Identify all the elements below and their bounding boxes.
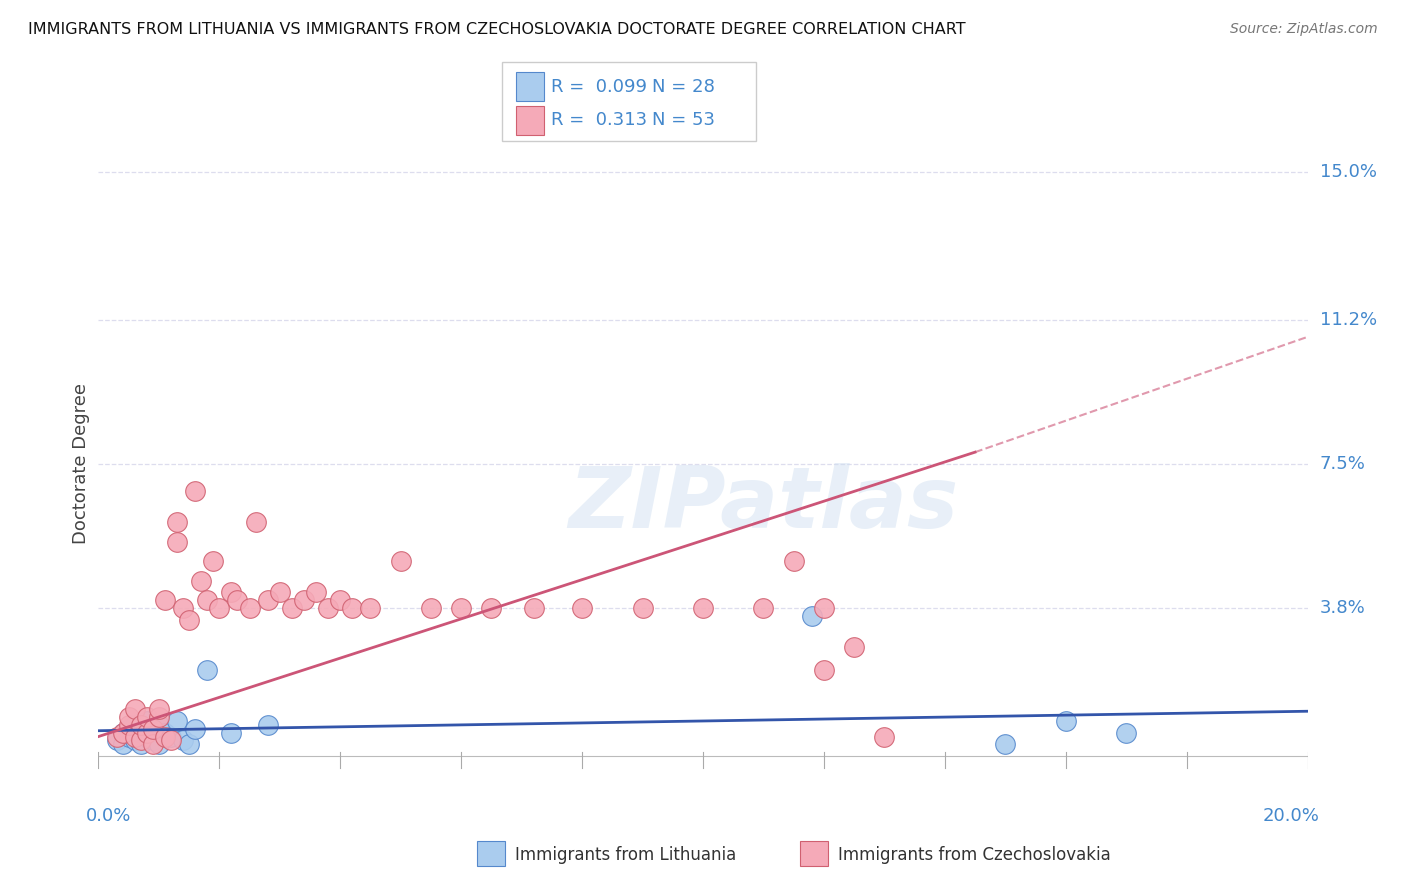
- Point: [389, 554, 412, 568]
- Text: Immigrants from Czechoslovakia: Immigrants from Czechoslovakia: [838, 846, 1111, 863]
- Point: [752, 601, 775, 615]
- Point: [142, 733, 165, 747]
- Point: [316, 601, 339, 615]
- Point: [342, 601, 364, 615]
- Text: 3.8%: 3.8%: [1320, 599, 1365, 617]
- Point: [994, 737, 1017, 751]
- Point: [142, 722, 165, 736]
- Point: [111, 725, 134, 739]
- Y-axis label: Doctorate Degree: Doctorate Degree: [72, 384, 90, 544]
- Text: 11.2%: 11.2%: [1320, 310, 1376, 328]
- Point: [523, 601, 546, 615]
- Point: [142, 722, 165, 736]
- Point: [153, 730, 176, 744]
- Text: Immigrants from Lithuania: Immigrants from Lithuania: [515, 846, 735, 863]
- Text: R =  0.313: R = 0.313: [551, 112, 647, 129]
- Text: 0.0%: 0.0%: [86, 806, 132, 825]
- Point: [195, 663, 218, 677]
- Point: [844, 640, 866, 654]
- Point: [148, 710, 170, 724]
- Text: 20.0%: 20.0%: [1263, 806, 1320, 825]
- Point: [142, 737, 165, 751]
- Point: [269, 585, 291, 599]
- Point: [135, 710, 157, 724]
- Point: [305, 585, 328, 599]
- Point: [135, 714, 157, 728]
- Point: [190, 574, 212, 588]
- Point: [360, 601, 382, 615]
- Point: [129, 725, 152, 739]
- Point: [873, 730, 896, 744]
- Point: [172, 733, 194, 747]
- Text: N = 28: N = 28: [652, 78, 716, 95]
- Point: [281, 601, 304, 615]
- Point: [800, 608, 823, 623]
- Point: [153, 725, 176, 739]
- Text: Source: ZipAtlas.com: Source: ZipAtlas.com: [1230, 22, 1378, 37]
- Point: [129, 733, 152, 747]
- Text: IMMIGRANTS FROM LITHUANIA VS IMMIGRANTS FROM CZECHOSLOVAKIA DOCTORATE DEGREE COR: IMMIGRANTS FROM LITHUANIA VS IMMIGRANTS …: [28, 22, 966, 37]
- Point: [256, 593, 278, 607]
- Point: [166, 714, 188, 728]
- Point: [571, 601, 593, 615]
- Point: [148, 702, 170, 716]
- Point: [782, 554, 804, 568]
- Point: [129, 718, 152, 732]
- Point: [135, 730, 157, 744]
- Point: [692, 601, 714, 615]
- Point: [221, 585, 243, 599]
- Point: [118, 730, 141, 744]
- Text: R =  0.099: R = 0.099: [551, 78, 647, 95]
- Point: [202, 554, 225, 568]
- Point: [160, 730, 183, 744]
- Point: [118, 722, 141, 736]
- Point: [1054, 714, 1077, 728]
- Point: [177, 737, 201, 751]
- Point: [166, 534, 188, 549]
- Point: [419, 601, 441, 615]
- Point: [329, 593, 352, 607]
- Point: [195, 593, 218, 607]
- Point: [105, 733, 128, 747]
- Point: [631, 601, 654, 615]
- Point: [124, 702, 146, 716]
- Text: 7.5%: 7.5%: [1320, 455, 1365, 473]
- Point: [245, 516, 267, 530]
- Text: 15.0%: 15.0%: [1320, 162, 1376, 181]
- Point: [135, 725, 157, 739]
- Point: [153, 593, 176, 607]
- Text: N = 53: N = 53: [652, 112, 716, 129]
- Point: [172, 601, 194, 615]
- Point: [111, 725, 134, 739]
- Point: [256, 718, 278, 732]
- Point: [813, 601, 835, 615]
- Point: [118, 718, 141, 732]
- Point: [124, 718, 146, 732]
- Point: [166, 516, 188, 530]
- Point: [148, 718, 170, 732]
- Point: [184, 484, 207, 499]
- Point: [129, 737, 152, 751]
- Point: [1115, 725, 1137, 739]
- Point: [813, 663, 835, 677]
- Point: [226, 593, 249, 607]
- Text: ZIPatlas: ZIPatlas: [568, 463, 959, 546]
- Point: [481, 601, 503, 615]
- Point: [148, 737, 170, 751]
- Point: [208, 601, 231, 615]
- Point: [111, 737, 134, 751]
- Point: [118, 710, 141, 724]
- Point: [221, 725, 243, 739]
- Point: [177, 613, 201, 627]
- Point: [239, 601, 262, 615]
- Point: [450, 601, 472, 615]
- Point: [184, 722, 207, 736]
- Point: [160, 733, 183, 747]
- Point: [292, 593, 315, 607]
- Point: [105, 730, 128, 744]
- Point: [124, 730, 146, 744]
- Point: [124, 733, 146, 747]
